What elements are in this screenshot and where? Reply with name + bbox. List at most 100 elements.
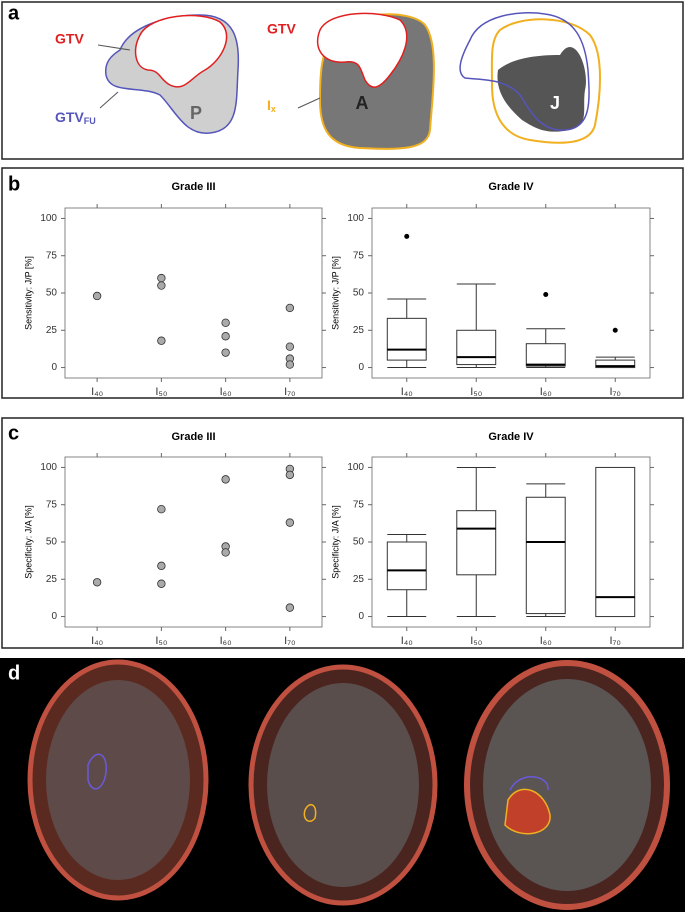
region-label: P bbox=[190, 103, 202, 123]
panel-label: d bbox=[8, 662, 20, 684]
ix-outline bbox=[490, 18, 601, 144]
y-tick-label: 25 bbox=[353, 325, 365, 336]
label-sub: FU bbox=[84, 116, 96, 126]
y-tick-label: 75 bbox=[46, 499, 58, 510]
y-tick-label: 0 bbox=[51, 611, 57, 622]
y-tick-label: 0 bbox=[358, 611, 364, 622]
panel-label: b bbox=[8, 173, 20, 195]
panel-frame bbox=[1, 167, 684, 399]
region-label: J bbox=[550, 93, 560, 113]
y-tick-label: 50 bbox=[46, 537, 58, 548]
brain-tissue bbox=[46, 680, 190, 880]
panel-label: a bbox=[8, 2, 20, 24]
plot-frame bbox=[64, 207, 323, 379]
label-sub: x bbox=[271, 104, 276, 114]
point bbox=[157, 273, 166, 283]
x-tick-label: I₆₀ bbox=[540, 386, 552, 398]
contour bbox=[87, 753, 107, 790]
x-tick-label: I₇₀ bbox=[610, 386, 621, 398]
panel-frame bbox=[1, 417, 684, 649]
x-tick-label: I₅₀ bbox=[155, 635, 167, 647]
y-axis-title: Sensitivity: J/P [%] bbox=[330, 256, 340, 330]
pointer bbox=[99, 91, 119, 109]
label: GTVFU bbox=[55, 109, 96, 127]
contour bbox=[509, 776, 549, 791]
point bbox=[285, 603, 295, 612]
y-tick-label: 50 bbox=[353, 288, 365, 299]
y-tick-label: 50 bbox=[46, 288, 58, 299]
point bbox=[157, 504, 166, 514]
box bbox=[595, 466, 636, 618]
outlier bbox=[404, 233, 410, 239]
label: GTV bbox=[267, 21, 296, 37]
label: Ix bbox=[267, 97, 276, 115]
panel-label: c bbox=[8, 422, 19, 444]
x-tick-label: I₄₀ bbox=[91, 635, 103, 647]
pointer bbox=[297, 97, 321, 109]
y-tick-label: 25 bbox=[46, 574, 58, 585]
x-tick-label: I₇₀ bbox=[610, 635, 621, 647]
x-tick-label: I₇₀ bbox=[284, 635, 295, 647]
x-tick-label: I₆₀ bbox=[220, 635, 232, 647]
outlier bbox=[543, 291, 549, 297]
brain-images: d bbox=[8, 659, 670, 910]
point bbox=[221, 318, 230, 328]
y-tick-label: 100 bbox=[40, 462, 57, 473]
point bbox=[221, 475, 230, 484]
point bbox=[157, 579, 166, 588]
y-tick-label: 25 bbox=[353, 574, 365, 585]
region-label: A bbox=[356, 93, 369, 113]
contour bbox=[303, 803, 317, 822]
label: I bbox=[267, 97, 271, 113]
gtv-outline bbox=[134, 14, 228, 88]
chart-title: Grade IV bbox=[488, 181, 534, 193]
y-tick-label: 25 bbox=[46, 325, 58, 336]
diagram-middle: GTV Ix A bbox=[267, 12, 435, 150]
box bbox=[386, 541, 427, 591]
y-axis-title: Sensitivity: J/P [%] bbox=[23, 256, 33, 330]
point bbox=[285, 360, 295, 369]
y-tick-label: 75 bbox=[46, 250, 58, 261]
x-tick-label: I₅₀ bbox=[470, 635, 482, 647]
y-tick-label: 75 bbox=[353, 499, 365, 510]
y-tick-label: 100 bbox=[40, 213, 57, 224]
pointer bbox=[97, 44, 131, 51]
point bbox=[157, 281, 166, 290]
gtv-fu-outline bbox=[459, 12, 590, 131]
x-tick-label: I₇₀ bbox=[284, 386, 295, 398]
x-tick-label: I₄₀ bbox=[401, 386, 413, 398]
chart-title: Grade III bbox=[171, 431, 215, 443]
point bbox=[285, 342, 295, 351]
point bbox=[285, 303, 295, 313]
y-tick-label: 100 bbox=[347, 213, 364, 224]
point bbox=[221, 548, 230, 557]
x-tick-label: I₄₀ bbox=[91, 386, 103, 398]
y-tick-label: 75 bbox=[353, 250, 365, 261]
point bbox=[92, 578, 102, 587]
j-region bbox=[497, 47, 586, 132]
x-tick-label: I₄₀ bbox=[401, 635, 413, 647]
chart-title: Grade III bbox=[171, 181, 215, 193]
point bbox=[92, 291, 102, 301]
brain-tissue bbox=[483, 679, 651, 891]
box bbox=[456, 510, 497, 576]
y-axis-title: Specificity: J/A [%] bbox=[330, 505, 340, 579]
diagram-right: J bbox=[459, 12, 601, 144]
box bbox=[386, 317, 427, 361]
brain-tissue bbox=[267, 683, 419, 887]
x-tick-label: I₅₀ bbox=[470, 386, 482, 398]
point bbox=[157, 336, 166, 345]
point bbox=[221, 348, 230, 357]
y-tick-label: 50 bbox=[353, 537, 365, 548]
point bbox=[157, 561, 166, 571]
box bbox=[525, 496, 566, 615]
label: GTV bbox=[55, 109, 84, 125]
point bbox=[285, 470, 295, 480]
y-tick-label: 100 bbox=[347, 462, 364, 473]
plot-frame bbox=[64, 456, 323, 628]
chart-title: Grade IV bbox=[488, 431, 534, 443]
y-tick-label: 0 bbox=[51, 362, 57, 373]
box bbox=[595, 359, 636, 369]
point bbox=[221, 332, 230, 341]
